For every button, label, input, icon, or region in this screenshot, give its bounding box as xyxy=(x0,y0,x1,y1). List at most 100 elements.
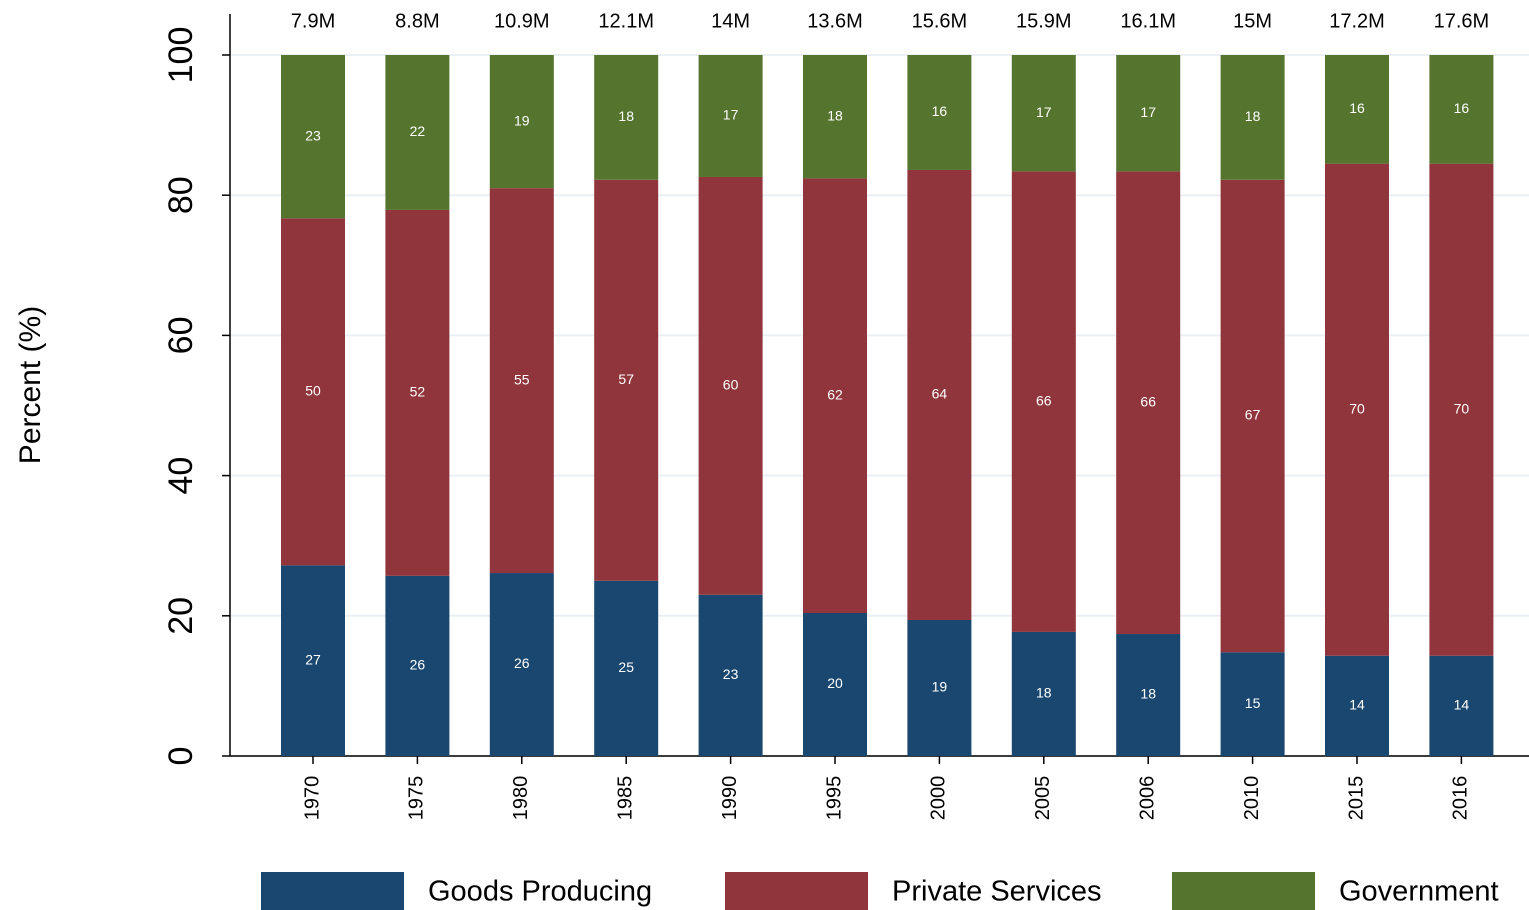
bar-segment xyxy=(385,209,450,576)
data-label: 66 xyxy=(1140,393,1156,409)
y-tick-label: 100 xyxy=(162,27,200,84)
data-label: 17 xyxy=(1036,104,1052,120)
data-label: 20 xyxy=(827,675,843,691)
data-label: 15 xyxy=(1245,695,1261,711)
x-tick-label: 2005 xyxy=(1032,776,1054,821)
legend-label: Goods Producing xyxy=(428,876,652,908)
y-axis-label: Percent (%) xyxy=(14,306,47,464)
x-tick-label: 1975 xyxy=(406,776,428,821)
bar-total-label: 14M xyxy=(711,10,750,32)
y-tick-label: 80 xyxy=(162,176,200,214)
bar-segment xyxy=(698,55,763,177)
bar-segment xyxy=(907,55,972,170)
x-tick-label: 2000 xyxy=(928,776,950,821)
data-label: 17 xyxy=(1140,104,1156,120)
bar-segment xyxy=(1220,55,1285,180)
data-label: 17 xyxy=(723,107,739,123)
bar-segment xyxy=(594,179,659,581)
data-label: 18 xyxy=(1245,108,1261,124)
bar-segment xyxy=(698,176,763,595)
bar-segment xyxy=(1325,55,1389,164)
data-label: 23 xyxy=(305,127,321,143)
data-label: 50 xyxy=(305,383,321,399)
bar-total-label: 8.8M xyxy=(395,10,439,32)
data-label: 26 xyxy=(410,657,426,673)
legend-swatch xyxy=(1172,872,1315,910)
bar-segment xyxy=(1116,55,1181,172)
bar-total-label: 17.2M xyxy=(1329,10,1385,32)
bar-total-label: 13.6M xyxy=(807,10,863,32)
x-tick-label: 2016 xyxy=(1450,776,1472,821)
data-label: 57 xyxy=(618,371,634,387)
bar-segment xyxy=(803,55,867,179)
bar-segment xyxy=(803,612,867,756)
data-label: 19 xyxy=(932,679,948,695)
x-tick-label: 1995 xyxy=(823,776,845,821)
data-label: 67 xyxy=(1245,407,1261,423)
data-label: 18 xyxy=(618,108,634,124)
data-label: 14 xyxy=(1454,697,1470,713)
y-tick-label: 60 xyxy=(162,316,200,354)
legend-swatch xyxy=(725,872,868,910)
bar-segment xyxy=(489,188,554,574)
bar-total-label: 17.6M xyxy=(1434,10,1490,32)
bar-segment xyxy=(385,55,450,210)
bar-total-label: 15M xyxy=(1233,10,1272,32)
bar-segment xyxy=(281,565,345,756)
data-label: 18 xyxy=(1036,685,1052,701)
x-tick-label: 1980 xyxy=(510,776,532,821)
bar-segment xyxy=(1011,171,1076,632)
bar-total-label: 15.9M xyxy=(1016,10,1072,32)
data-label: 16 xyxy=(932,103,948,119)
data-label: 70 xyxy=(1454,400,1470,416)
data-label: 16 xyxy=(1349,100,1365,116)
bar-segment xyxy=(594,580,659,756)
bar-segment xyxy=(1429,163,1494,656)
y-tick-label: 20 xyxy=(162,597,200,635)
data-label: 25 xyxy=(618,659,634,675)
x-tick-label: 1990 xyxy=(719,776,741,821)
x-tick-label: 1985 xyxy=(614,776,636,821)
bar-total-label: 12.1M xyxy=(598,10,654,32)
bar-total-label: 15.6M xyxy=(912,10,968,32)
bar-segment xyxy=(1325,655,1389,756)
x-tick-label: 2015 xyxy=(1345,776,1367,821)
bar-segment xyxy=(1116,634,1181,756)
legend-label: Government xyxy=(1339,876,1499,908)
y-tick-label: 0 xyxy=(162,747,200,766)
x-tick-label: 2010 xyxy=(1241,776,1263,821)
data-label: 18 xyxy=(1140,686,1156,702)
x-tick-label: 1970 xyxy=(301,776,323,821)
bar-segment xyxy=(907,169,972,621)
bar-segment xyxy=(1429,655,1494,756)
data-label: 55 xyxy=(514,371,530,387)
data-label: 70 xyxy=(1349,400,1365,416)
bar-segment xyxy=(385,575,450,756)
bar-segment xyxy=(281,218,345,566)
data-label: 27 xyxy=(305,651,321,667)
bar-segment xyxy=(1011,55,1076,172)
legend-swatch xyxy=(261,872,404,910)
data-label: 62 xyxy=(827,386,843,402)
bar-total-label: 7.9M xyxy=(291,10,335,32)
bar-segment xyxy=(489,55,554,189)
bar-segment xyxy=(1220,179,1285,653)
data-label: 14 xyxy=(1349,697,1365,713)
bar-segment xyxy=(489,573,554,756)
bar-segment xyxy=(907,620,972,756)
data-label: 16 xyxy=(1454,100,1470,116)
bar-total-label: 10.9M xyxy=(494,10,550,32)
legend-label: Private Services xyxy=(892,876,1102,908)
x-tick-label: 2006 xyxy=(1136,776,1158,821)
bar-segment xyxy=(1429,55,1494,164)
data-label: 64 xyxy=(932,386,948,402)
data-label: 60 xyxy=(723,377,739,393)
data-label: 23 xyxy=(723,666,739,682)
y-tick-label: 40 xyxy=(162,457,200,495)
bar-segment xyxy=(1325,163,1389,656)
bar-segment xyxy=(803,178,867,613)
data-label: 22 xyxy=(410,123,426,139)
bar-segment xyxy=(698,594,763,756)
bar-segment xyxy=(281,55,345,219)
